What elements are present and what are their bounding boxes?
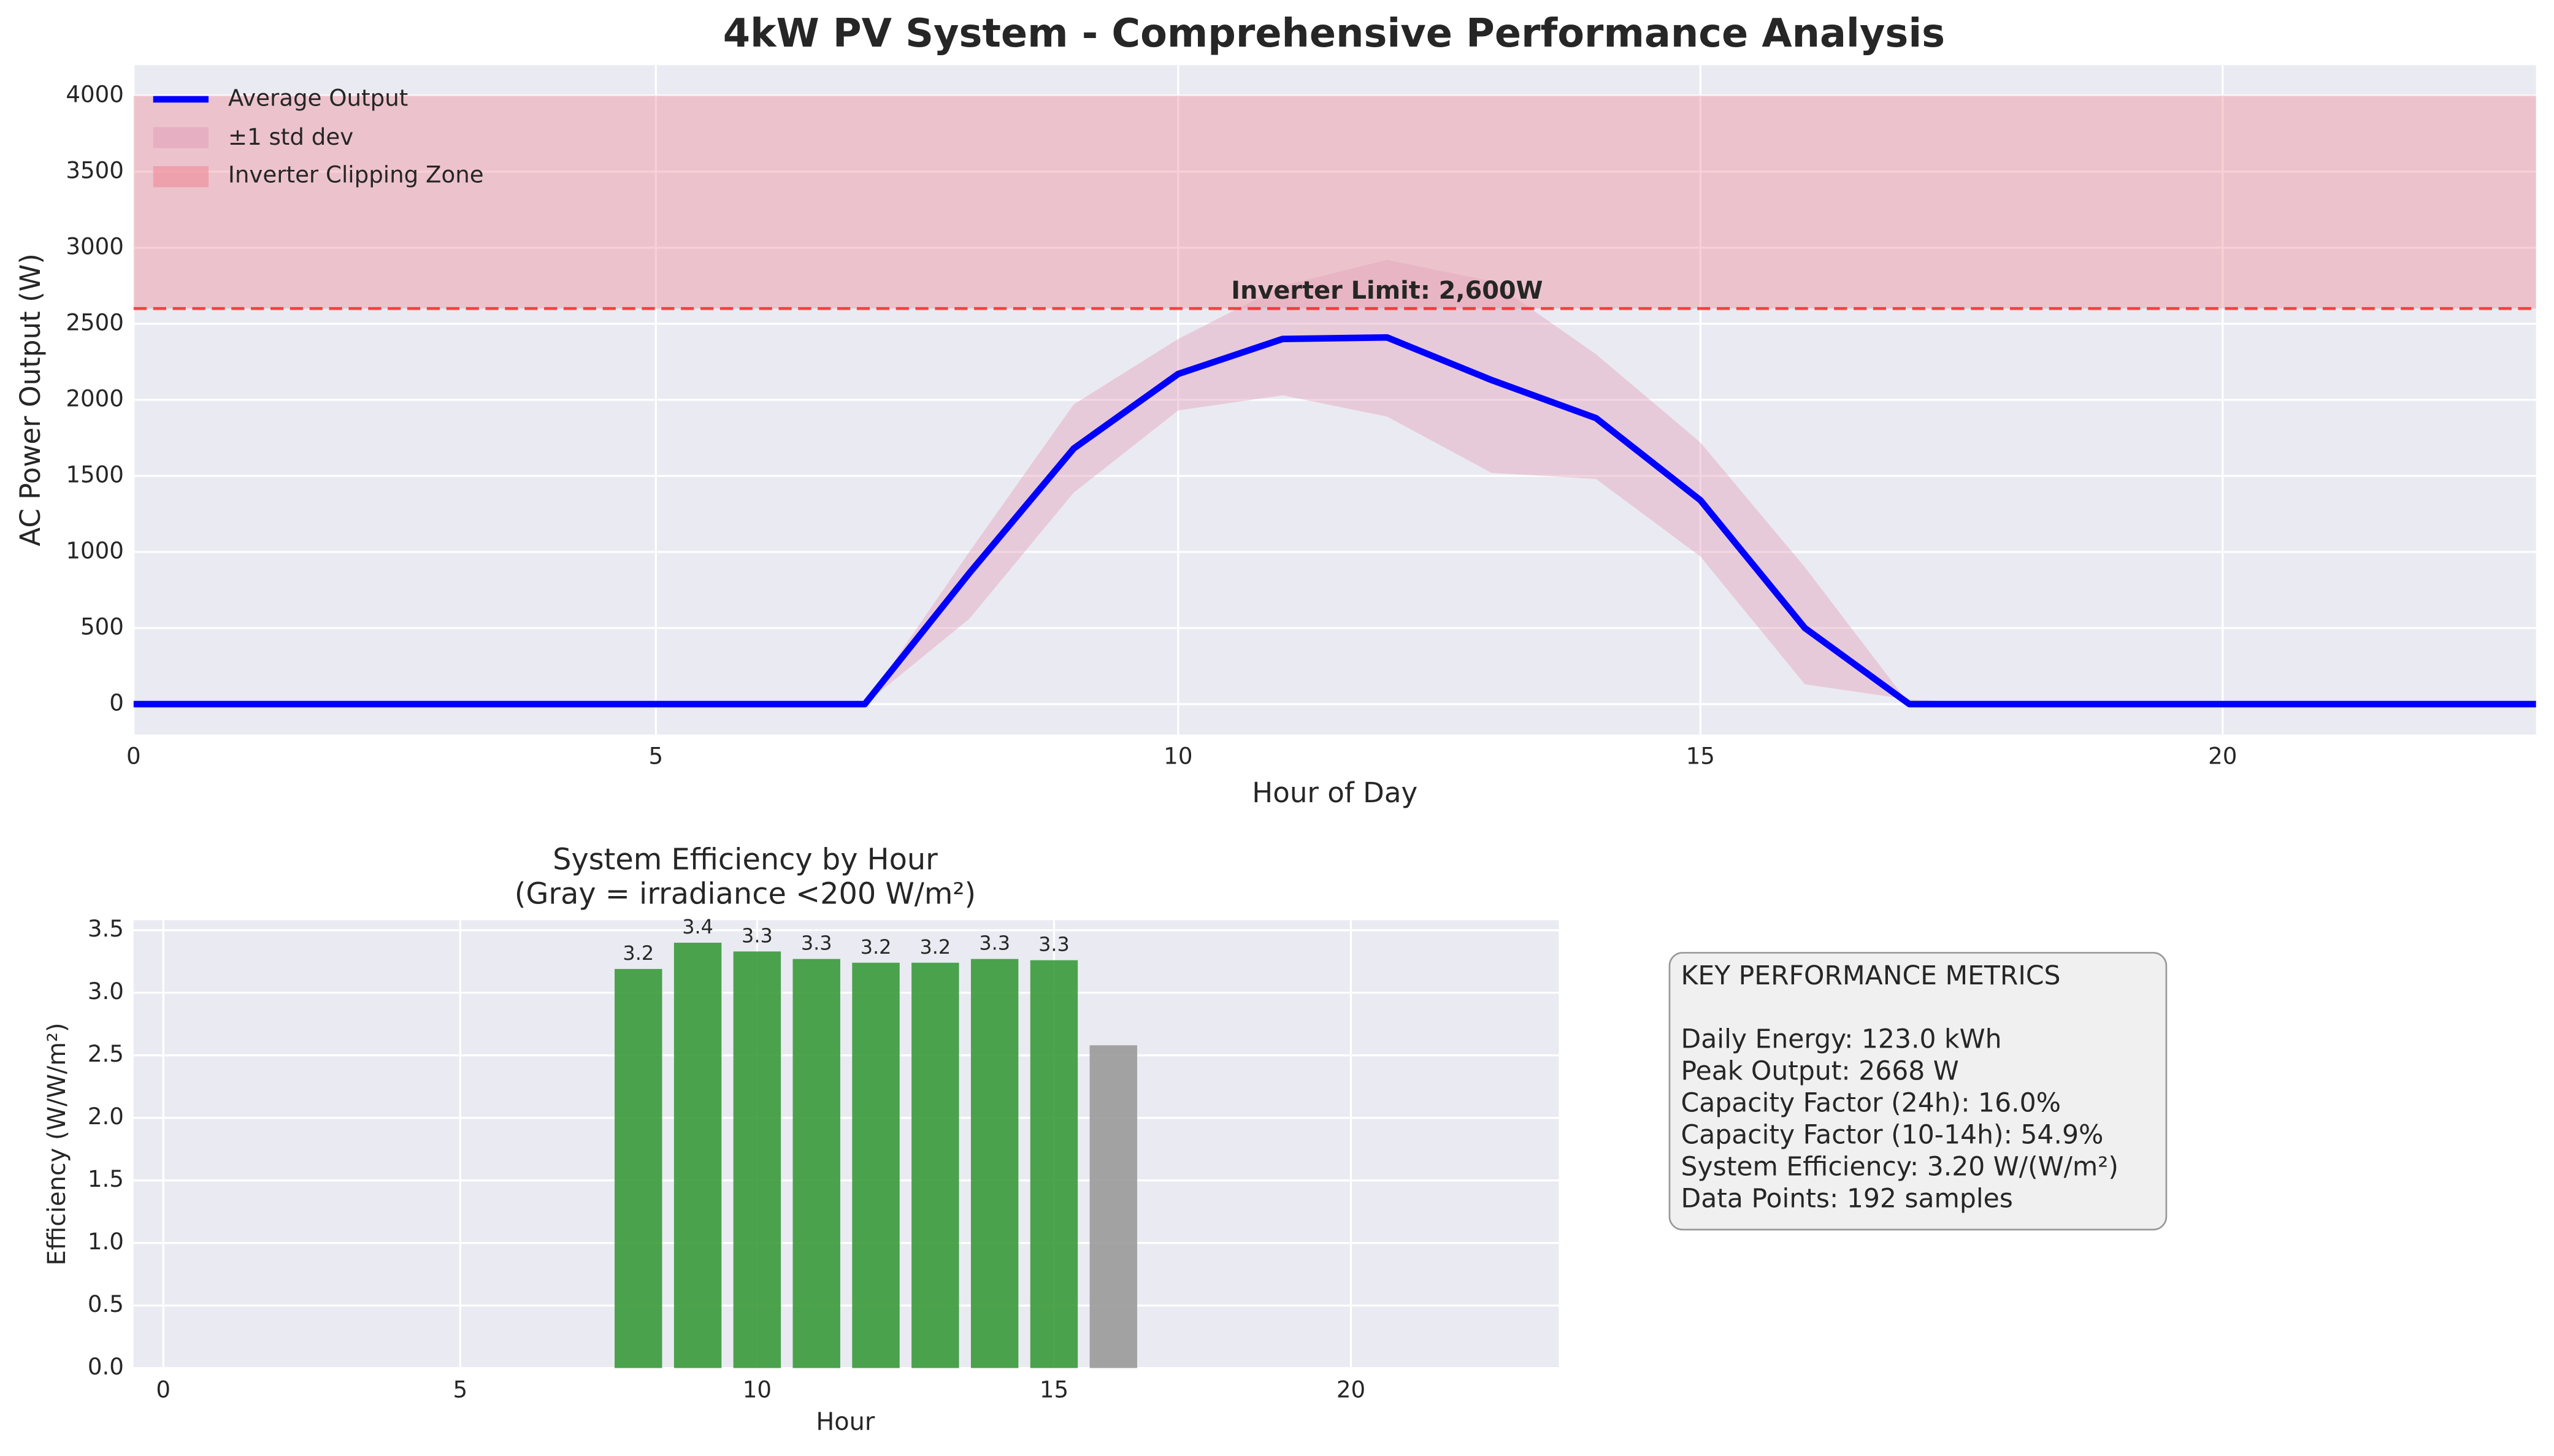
value-label: 3.2 xyxy=(861,935,892,959)
legend-swatch xyxy=(153,127,209,148)
y-tick-label: 0 xyxy=(109,689,124,716)
metrics-box xyxy=(1668,952,2168,1231)
bar xyxy=(673,943,722,1368)
y-axis-label: AC Power Output (W) xyxy=(14,253,47,546)
y-tick-label: 1.5 xyxy=(88,1165,124,1192)
x-tick-label: 10 xyxy=(1164,742,1192,769)
y-axis-label: Efficiency (W/W/m²) xyxy=(43,1022,71,1265)
metrics-line: Peak Output: 2668 W xyxy=(1681,1056,1959,1086)
legend-label: ±1 std dev xyxy=(228,123,353,150)
y-tick-label: 3.0 xyxy=(88,978,124,1005)
x-tick-label: 15 xyxy=(1686,742,1715,769)
value-label: 3.4 xyxy=(682,915,713,938)
y-tick-label: 4000 xyxy=(66,80,124,107)
value-label: 3.3 xyxy=(979,932,1010,955)
chart-subtitle: (Gray = irradiance <200 W/m²) xyxy=(515,878,976,911)
value-label: 3.2 xyxy=(920,935,951,959)
value-label: 3.3 xyxy=(1038,933,1070,956)
metrics-title: KEY PERFORMANCE METRICS xyxy=(1681,961,2061,991)
y-tick-label: 1.0 xyxy=(88,1228,124,1255)
plot-area xyxy=(133,920,1559,1368)
bar xyxy=(615,968,662,1368)
x-tick-label: 20 xyxy=(1336,1376,1365,1403)
x-tick-label: 15 xyxy=(1040,1376,1068,1403)
bar xyxy=(1030,960,1078,1368)
legend-label: Inverter Clipping Zone xyxy=(228,161,484,188)
figure-title: 4kW PV System - Comprehensive Performanc… xyxy=(723,11,1945,56)
y-tick-label: 3000 xyxy=(66,232,124,259)
limit-annotation: Inverter Limit: 2,600W xyxy=(1231,277,1543,305)
y-tick-label: 2500 xyxy=(66,308,124,335)
legend-swatch xyxy=(153,166,209,188)
value-label: 3.3 xyxy=(742,924,773,947)
y-tick-label: 1500 xyxy=(66,461,124,488)
bar xyxy=(911,962,959,1368)
bar xyxy=(1089,1045,1138,1368)
x-tick-label: 0 xyxy=(156,1376,171,1403)
bar xyxy=(970,959,1019,1368)
clipping-zone xyxy=(133,95,2536,309)
x-tick-label: 10 xyxy=(743,1376,772,1403)
y-tick-label: 2.0 xyxy=(88,1103,124,1130)
bar xyxy=(733,951,781,1368)
x-axis-label: Hour of Day xyxy=(1252,776,1417,809)
value-label: 3.3 xyxy=(801,932,832,955)
metrics-line: Capacity Factor (10-14h): 54.9% xyxy=(1681,1120,2104,1150)
bar xyxy=(852,962,900,1368)
x-tick-label: 0 xyxy=(126,742,141,769)
y-tick-label: 0.5 xyxy=(88,1290,124,1317)
x-tick-label: 5 xyxy=(453,1376,468,1403)
y-tick-label: 2.5 xyxy=(88,1040,124,1067)
y-tick-label: 500 xyxy=(80,613,124,640)
metrics-line: Capacity Factor (24h): 16.0% xyxy=(1681,1088,2061,1118)
value-label: 3.2 xyxy=(623,941,654,965)
y-tick-label: 3500 xyxy=(66,156,124,183)
average-line xyxy=(133,334,2536,708)
metrics-line: Data Points: 192 samples xyxy=(1681,1184,2013,1214)
y-tick-label: 1000 xyxy=(66,537,124,564)
legend-label: Average Output xyxy=(228,84,408,111)
x-tick-label: 5 xyxy=(649,742,664,769)
y-tick-label: 3.5 xyxy=(88,915,124,942)
x-tick-label: 20 xyxy=(2208,742,2237,769)
std-band xyxy=(133,259,2536,705)
y-tick-label: 0.0 xyxy=(88,1353,124,1380)
metrics-line: Daily Energy: 123.0 kWh xyxy=(1681,1024,2002,1054)
bar xyxy=(792,959,840,1368)
chart-title: System Efficiency by Hour xyxy=(553,843,938,877)
metrics-line: System Efficiency: 3.20 W/(W/m²) xyxy=(1681,1152,2119,1182)
x-axis-label: Hour xyxy=(816,1408,875,1436)
y-tick-label: 2000 xyxy=(66,385,124,412)
